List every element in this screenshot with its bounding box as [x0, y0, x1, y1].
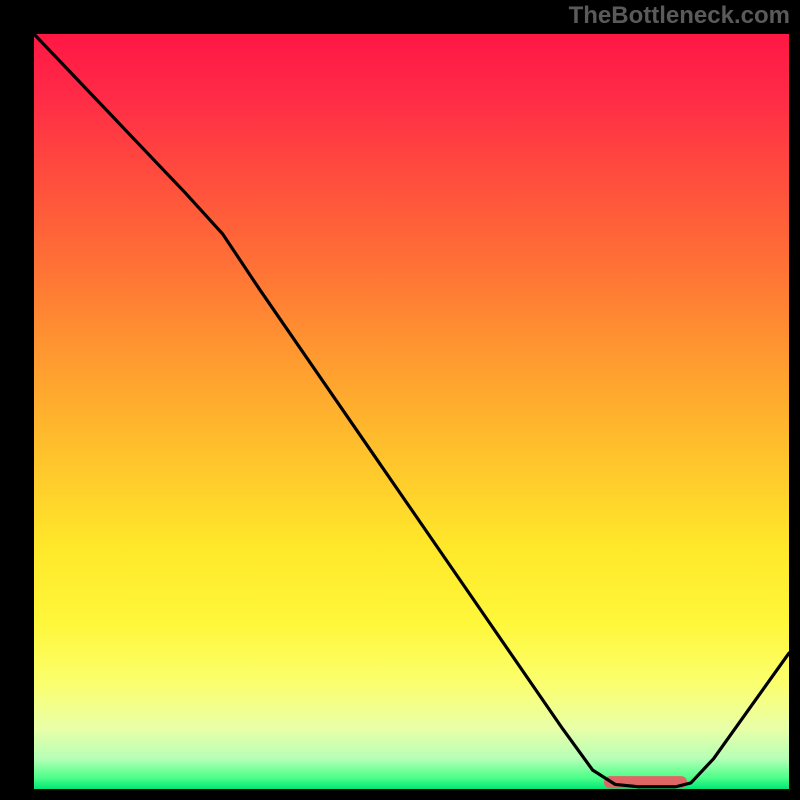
gradient-background: [34, 34, 789, 789]
plot-area: [34, 34, 789, 789]
chart-svg: [34, 34, 789, 789]
chart-container: TheBottleneck.com: [0, 0, 800, 800]
attribution-text: TheBottleneck.com: [569, 2, 790, 30]
